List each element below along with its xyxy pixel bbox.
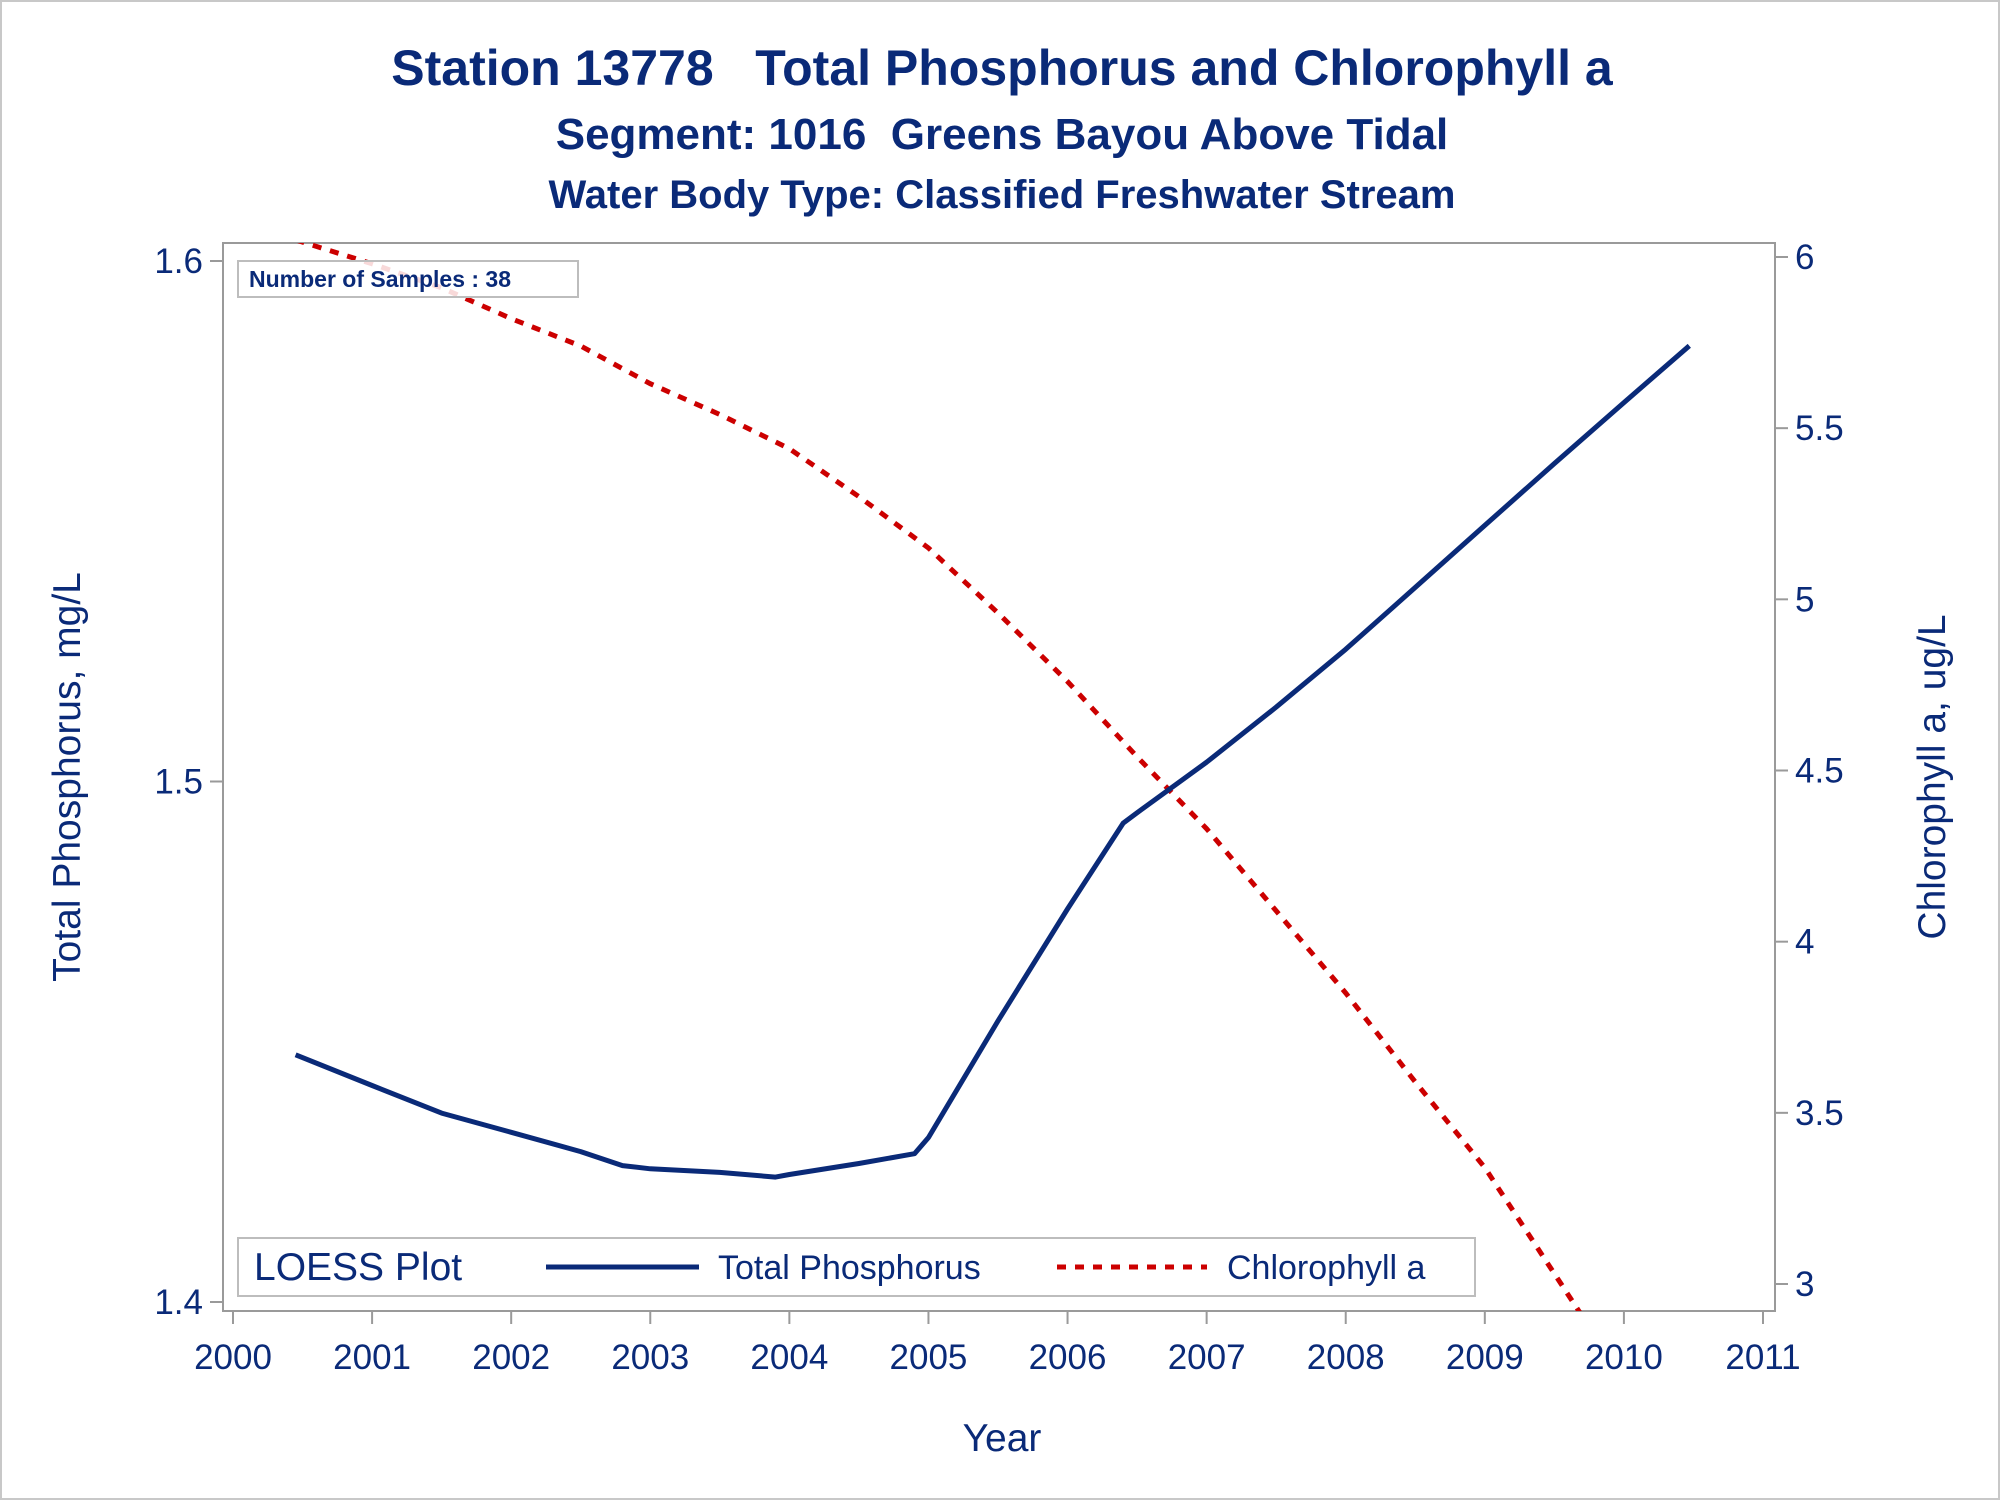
legend-title: LOESS Plot	[254, 1246, 462, 1289]
chart-subtitle-waterbody: Water Body Type: Classified Freshwater S…	[549, 173, 1456, 217]
series-line-total-phosphorus	[294, 343, 1691, 1180]
sample-count-frame	[237, 260, 579, 298]
right-y-tick-label: 6	[1795, 238, 1814, 277]
right-y-axis-title: Chlorophyll a, ug/L	[1911, 614, 1954, 939]
legend-frame	[237, 1237, 1476, 1297]
chart-subtitle-segment: Segment: 1016 Greens Bayou Above Tidal	[556, 110, 1449, 159]
right-y-axis: 3 3.5 4 4.5 5 5.5 6	[1775, 238, 1844, 1304]
right-y-tick-label: 4.5	[1795, 752, 1844, 791]
sample-count-text: Number of Samples : 38	[249, 266, 511, 292]
x-tick-label: 2010	[1585, 1338, 1663, 1377]
left-y-axis: 1.4 1.5 1.6	[154, 242, 223, 1322]
x-tick-label: 2004	[750, 1338, 828, 1377]
x-axis-title: Year	[963, 1417, 1042, 1460]
plot-area-frame	[222, 242, 1776, 1312]
right-y-tick-label: 5.5	[1795, 409, 1844, 448]
legend: LOESS Plot Total Phosphorus Chlorophyll …	[237, 1237, 1476, 1297]
x-tick-label: 2000	[194, 1338, 272, 1377]
x-tick-label: 2002	[472, 1338, 550, 1377]
x-tick-label: 2009	[1446, 1338, 1524, 1377]
legend-label-total-phosphorus: Total Phosphorus	[718, 1249, 981, 1287]
x-tick-label: 2005	[890, 1338, 968, 1377]
left-y-tick-label: 1.6	[154, 242, 203, 281]
series-layer	[294, 243, 1691, 1311]
x-axis: 2000 2001 2002 2003 2004 2005 2006 2007 2008 2009…	[194, 1311, 1801, 1377]
sample-count-box: Number of Samples : 38	[237, 260, 579, 298]
right-y-tick-label: 5	[1795, 580, 1814, 619]
x-tick-label: 2003	[611, 1338, 689, 1377]
left-y-tick-label: 1.5	[154, 763, 203, 802]
x-tick-label: 2008	[1307, 1338, 1385, 1377]
chart-title: Station 13778 Total Phosphorus and Chlor…	[391, 40, 1614, 96]
right-y-tick-label: 4	[1795, 923, 1814, 962]
right-y-tick-label: 3	[1795, 1265, 1814, 1304]
x-tick-label: 2011	[1725, 1338, 1800, 1377]
legend-label-chlorophyll-a: Chlorophyll a	[1227, 1249, 1426, 1287]
x-tick-label: 2001	[333, 1338, 411, 1377]
x-tick-label: 2007	[1168, 1338, 1246, 1377]
right-y-tick-label: 3.5	[1795, 1094, 1844, 1133]
left-y-axis-title: Total Phosphorus, mg/L	[46, 572, 89, 982]
series-line-chlorophyll-a	[297, 243, 1582, 1311]
x-tick-label: 2006	[1029, 1338, 1107, 1377]
left-y-tick-label: 1.4	[154, 1283, 203, 1322]
